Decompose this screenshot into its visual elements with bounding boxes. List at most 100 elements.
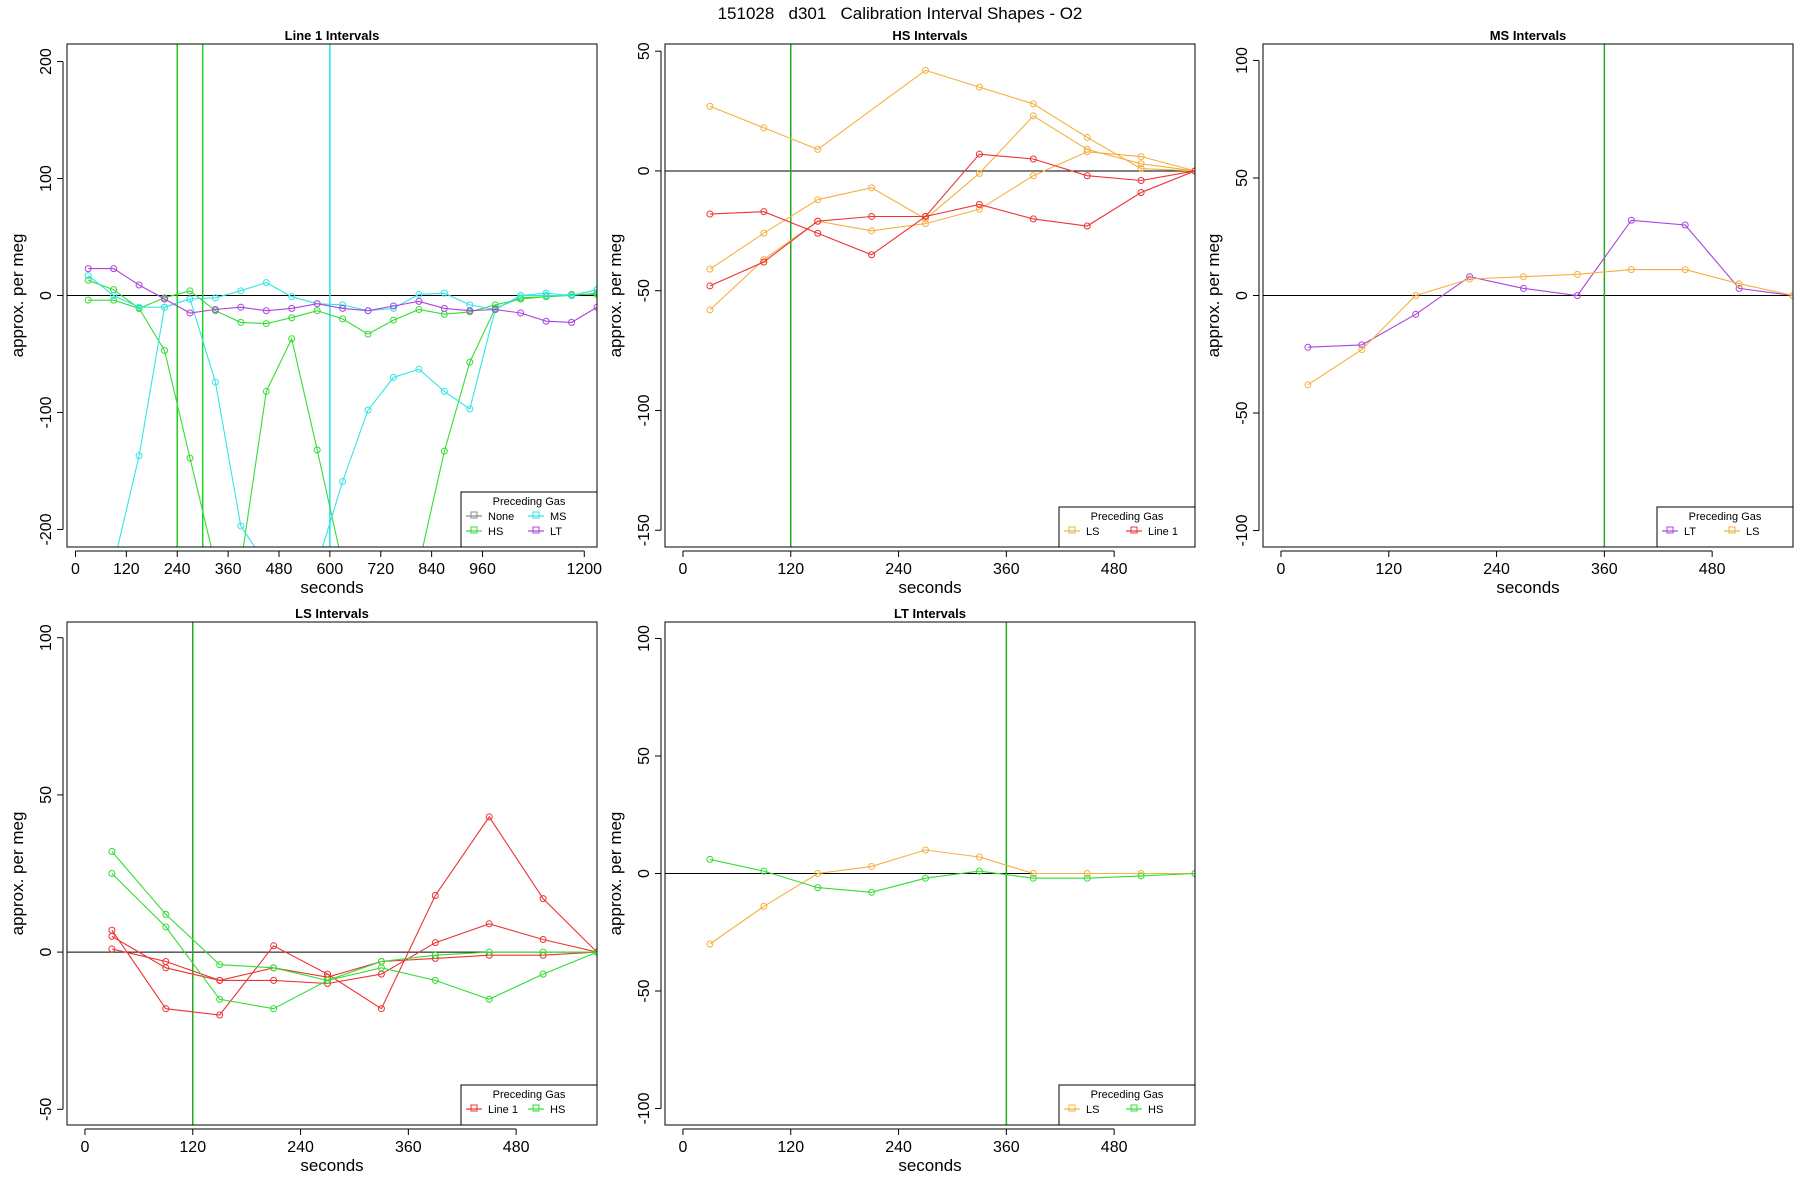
panel-2: HS Intervals 0 120 240 360 480 seconds -150 -100… <box>606 28 1196 597</box>
x-tick-label: 0 <box>1277 561 1286 578</box>
series-line <box>709 858 1195 893</box>
data-point <box>568 292 576 299</box>
data-point <box>568 318 576 326</box>
data-point <box>237 318 245 326</box>
x-tick-label: 120 <box>113 561 140 578</box>
plot-area <box>67 622 597 1125</box>
data-point <box>485 813 493 821</box>
plot-frame <box>66 621 598 1126</box>
data-point <box>270 1005 278 1013</box>
series-line <box>111 815 597 1016</box>
data-point <box>1627 266 1635 274</box>
data-point <box>706 855 714 863</box>
series-line <box>111 923 597 985</box>
legend-marker <box>470 526 478 534</box>
data-point <box>1573 270 1581 278</box>
data-point <box>288 304 296 312</box>
data-point <box>108 945 116 953</box>
y-tick-label: 50 <box>38 786 55 804</box>
data-point <box>814 884 822 892</box>
y-tick-label: -100 <box>636 394 653 426</box>
data-point <box>760 258 768 266</box>
data-point <box>760 124 768 132</box>
data-point <box>237 287 245 295</box>
plot-frame <box>66 43 598 548</box>
data-point <box>431 939 439 947</box>
data-point <box>135 281 143 289</box>
series-line <box>111 873 597 1010</box>
page-title: 151028 d301 Calibration Interval Shapes … <box>717 4 1083 23</box>
data-point <box>868 862 876 870</box>
data-point <box>706 265 714 273</box>
data-point <box>313 300 321 308</box>
data-point <box>868 184 876 192</box>
data-point <box>216 961 224 969</box>
x-tick-label: 360 <box>993 561 1020 578</box>
data-point <box>1735 280 1743 288</box>
data-point <box>262 279 270 287</box>
y-axis-label: approx. per meg <box>1204 234 1223 358</box>
data-point <box>1029 215 1037 223</box>
data-point <box>1304 343 1312 351</box>
data-point <box>440 289 448 297</box>
data-point <box>868 212 876 220</box>
y-tick-label: 200 <box>38 48 55 75</box>
y-tick-label: 100 <box>636 625 653 652</box>
series-line <box>1307 219 1793 348</box>
x-tick-label: 360 <box>395 1139 422 1156</box>
x-tick-label: 120 <box>777 1139 804 1156</box>
legend-marker <box>1130 526 1138 534</box>
data-point <box>339 477 347 485</box>
x-tick-label: 120 <box>1375 561 1402 578</box>
y-tick-label: -50 <box>636 979 653 1002</box>
y-tick-label: 100 <box>1234 47 1251 74</box>
data-point <box>1029 874 1037 882</box>
data-point <box>216 976 224 984</box>
data-point <box>108 870 116 877</box>
data-point <box>364 307 372 315</box>
x-axis-label: seconds <box>300 1156 363 1175</box>
x-tick-label: 240 <box>164 561 191 578</box>
data-point <box>313 446 321 454</box>
data-point <box>814 229 822 237</box>
data-point <box>84 265 92 273</box>
data-point <box>1789 292 1793 299</box>
legend-box <box>460 1084 598 1126</box>
data-point <box>1137 160 1145 168</box>
data-point <box>975 169 983 177</box>
data-point <box>517 292 525 299</box>
data-point <box>1627 216 1635 224</box>
data-point <box>975 200 983 208</box>
y-axis-label: approx. per meg <box>8 812 27 936</box>
data-point <box>539 948 547 956</box>
y-axis-label: approx. per meg <box>8 234 27 358</box>
x-tick-label: 480 <box>1101 561 1128 578</box>
legend-entry: None <box>488 511 514 523</box>
data-point <box>1520 273 1528 281</box>
data-point <box>922 66 930 74</box>
data-point <box>1137 870 1145 877</box>
plot-title: LS Intervals <box>295 606 369 621</box>
y-tick-label: 100 <box>38 165 55 192</box>
data-point <box>1466 275 1474 283</box>
data-point <box>186 309 194 317</box>
data-point <box>814 145 822 153</box>
data-point <box>485 995 493 1003</box>
data-point <box>324 976 332 984</box>
legend: Preceding Gas LS HS <box>1058 1084 1196 1126</box>
data-point <box>1029 155 1037 163</box>
data-point <box>542 292 550 299</box>
panel-4: LS Intervals 0 120 240 360 480 seconds -50 0 50 10… <box>8 606 598 1175</box>
y-tick-label: 50 <box>636 747 653 765</box>
data-point <box>237 522 245 530</box>
data-point <box>262 307 270 315</box>
data-point <box>162 923 170 931</box>
data-point <box>1520 284 1528 292</box>
y-tick-label: 0 <box>1234 291 1251 300</box>
data-point <box>84 276 92 284</box>
data-point <box>440 387 448 395</box>
legend-title: Preceding Gas <box>1091 1089 1164 1101</box>
x-tick-label: 600 <box>317 561 344 578</box>
data-point <box>135 452 143 460</box>
data-point <box>237 303 245 311</box>
